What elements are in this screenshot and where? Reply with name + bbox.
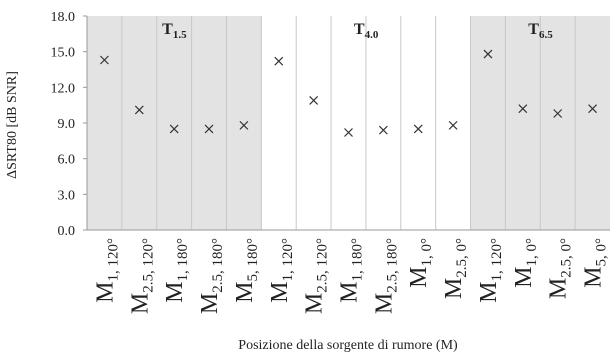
group-shade-0 xyxy=(87,16,262,230)
x-tick-label: M1, 180° xyxy=(337,238,366,303)
y-axis-label: ΔSRT80 [dB SNR] xyxy=(5,71,20,179)
y-tick-label: 6.0 xyxy=(58,153,76,168)
x-tick-label: M1, 180° xyxy=(162,238,191,303)
data-point xyxy=(518,104,528,114)
y-tick-label: 12.0 xyxy=(51,81,76,96)
data-point xyxy=(239,120,249,130)
x-tick-label: M2.5, 180° xyxy=(197,238,226,314)
group-shading xyxy=(87,16,610,230)
x-tick-label: M5, 180° xyxy=(232,238,261,303)
data-point xyxy=(309,95,319,105)
x-tick-labels: M1, 120°M2.5, 120° M1, 180°M2.5, 180° M5, … xyxy=(92,238,609,314)
x-tick-label: M1, 120° xyxy=(476,238,505,303)
x-tick-label: M2.5, 120° xyxy=(127,238,156,314)
x-tick-label: M2.5, 180° xyxy=(371,238,400,314)
data-point xyxy=(553,109,563,118)
group-label-2: T6.5 xyxy=(528,21,553,41)
data-points xyxy=(100,49,597,137)
data-point xyxy=(413,124,423,134)
data-point xyxy=(134,105,144,115)
x-tick-label: M1, 120° xyxy=(92,238,121,303)
x-tick-label: M2.5, 0° xyxy=(546,238,575,299)
group-labels: T1.5 T4.0 T6.5 xyxy=(162,21,553,41)
data-point xyxy=(448,120,458,130)
data-point xyxy=(483,49,493,59)
y-tick-label: 3.0 xyxy=(58,188,76,203)
y-tick-label: 15.0 xyxy=(51,46,76,61)
y-tick-label: 9.0 xyxy=(58,117,76,132)
x-axis-label: Posizione della sorgente di rumore (M) xyxy=(238,338,458,353)
data-point xyxy=(378,125,388,135)
data-point xyxy=(169,124,179,134)
x-tick-label: M2.5, 0° xyxy=(441,238,470,299)
y-tick-label: 0.0 xyxy=(58,224,76,239)
y-tick-label: 18.0 xyxy=(51,10,76,25)
data-point xyxy=(274,56,284,66)
x-tick-label: M5, 0° xyxy=(581,238,610,288)
x-tick-label: M1, 120° xyxy=(267,238,296,303)
y-tick-labels: 0.0 3.0 6.0 9.0 12.0 15.0 18.0 xyxy=(51,10,87,239)
group-label-0: T1.5 xyxy=(162,21,187,41)
data-point xyxy=(588,104,597,114)
data-point xyxy=(204,124,214,134)
x-tick-label: M2.5, 120° xyxy=(302,238,331,314)
x-tick-label: M1, 0° xyxy=(406,238,435,288)
category-gridlines xyxy=(121,16,576,230)
data-point xyxy=(344,128,353,137)
data-point xyxy=(100,55,109,65)
x-tick-label: M1, 0° xyxy=(511,238,540,288)
group-label-1: T4.0 xyxy=(354,21,379,41)
